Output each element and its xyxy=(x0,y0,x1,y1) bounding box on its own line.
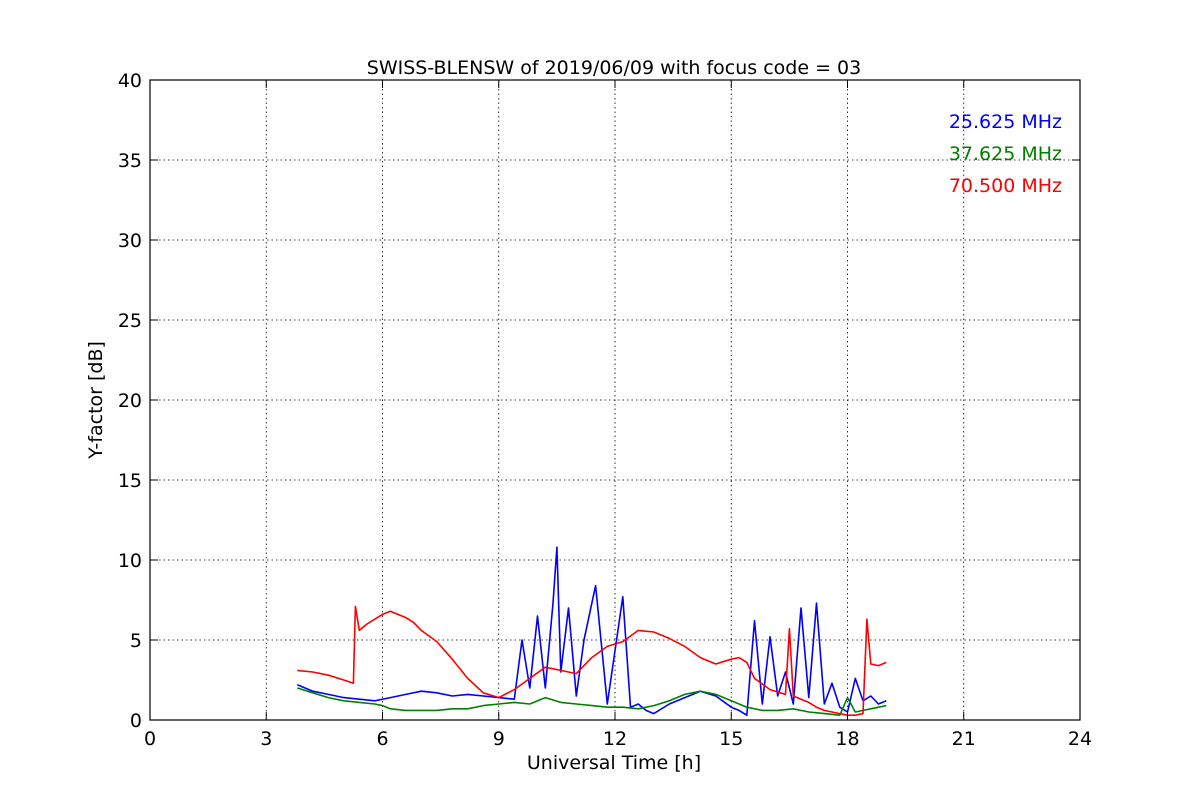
x-tick-label: 6 xyxy=(376,728,388,750)
x-tick-label: 3 xyxy=(260,728,272,750)
x-tick-label: 9 xyxy=(493,728,505,750)
series-lines xyxy=(296,546,887,717)
y-tick-label: 20 xyxy=(118,390,142,412)
legend-entry-1: 25.625 MHz xyxy=(949,111,1062,133)
series-line-2 xyxy=(297,687,887,717)
x-tick-label: 12 xyxy=(603,728,627,750)
x-tick-label: 21 xyxy=(952,728,976,750)
y-tick-label: 10 xyxy=(118,550,142,572)
legend-entry-3: 70.500 MHz xyxy=(949,175,1062,197)
y-tick-label: 0 xyxy=(130,710,142,732)
grid xyxy=(149,79,1081,721)
legend: 25.625 MHz 37.625 MHz 70.500 MHz xyxy=(949,111,1062,197)
y-tick-label: 40 xyxy=(118,70,142,92)
x-tick-label: 24 xyxy=(1068,728,1092,750)
axis-ticks: 0 3 6 9 12 15 18 21 24 0 5 10 15 20 25 30 35 40 xyxy=(118,70,1092,750)
legend-entry-2: 37.625 MHz xyxy=(949,143,1062,165)
y-tick-label: 35 xyxy=(118,150,142,172)
x-tick-label: 0 xyxy=(144,728,156,750)
y-tick-label: 15 xyxy=(118,470,142,492)
chart-title: SWISS-BLENSW of 2019/06/09 with focus co… xyxy=(367,57,861,79)
x-tick-label: 15 xyxy=(719,728,743,750)
x-axis-label: Universal Time [h] xyxy=(527,752,701,774)
y-tick-label: 30 xyxy=(118,230,142,252)
y-axis-label: Y-factor [dB] xyxy=(85,341,107,460)
x-tick-label: 18 xyxy=(835,728,859,750)
y-tick-label: 25 xyxy=(118,310,142,332)
series-line-3 xyxy=(297,605,887,717)
series-line-1 xyxy=(296,546,887,717)
y-tick-label: 5 xyxy=(130,630,142,652)
